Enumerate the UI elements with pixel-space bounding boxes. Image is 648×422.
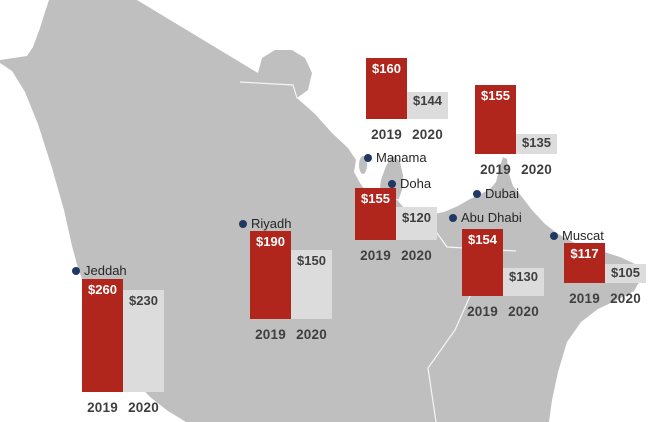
year-labels: 2019 2020	[82, 400, 164, 415]
city-marker-abu-dhabi: Abu Dhabi	[449, 210, 522, 225]
year-labels: 2019 2020	[366, 127, 448, 142]
bar-pair: $155 $135	[475, 85, 557, 154]
bar-2020: $135	[516, 134, 557, 154]
bar-2020: $120	[396, 207, 437, 240]
year-labels: 2019 2020	[355, 248, 437, 263]
bar-pair: $190 $150	[250, 231, 332, 319]
year-labels: 2019 2020	[475, 162, 557, 177]
city-marker-jeddah: Jeddah	[72, 263, 127, 278]
value-2020: $105	[611, 265, 640, 280]
year-labels: 2019 2020	[250, 327, 332, 342]
year-label-2020: 2020	[521, 162, 552, 177]
city-dot-icon	[364, 153, 372, 162]
bar-pair: $155 $120	[355, 188, 437, 240]
value-2019: $160	[372, 61, 401, 76]
city-marker-manama: Manama	[364, 150, 427, 165]
bar-pair: $160 $144	[366, 58, 448, 119]
bar-2019: $117	[564, 243, 605, 283]
city-label: Doha	[400, 176, 432, 191]
year-label-2019: 2019	[569, 291, 600, 306]
city-marker-riyadh: Riyadh	[239, 216, 291, 231]
bar-2019: $154	[462, 229, 503, 296]
city-dot-icon	[550, 231, 558, 240]
year-labels: 2019 2020	[564, 291, 646, 306]
value-2020: $135	[522, 135, 551, 150]
year-label-2020: 2020	[401, 248, 432, 263]
bar-pair: $117 $105	[564, 243, 646, 283]
year-label-2020: 2020	[128, 400, 159, 415]
city-chart-dubai: $155 $135 2019 2020	[475, 85, 557, 177]
value-2019: $190	[256, 234, 285, 249]
bar-2020: $105	[605, 264, 646, 283]
bar-2019: $155	[475, 85, 516, 154]
bar-2019: $155	[355, 188, 396, 240]
city-marker-muscat: Muscat	[550, 228, 604, 243]
year-label-2019: 2019	[87, 400, 118, 415]
value-2019: $117	[570, 246, 599, 261]
city-chart-doha: $155 $120 2019 2020	[355, 188, 437, 263]
year-label-2019: 2019	[255, 327, 286, 342]
bar-2019: $260	[82, 279, 123, 392]
year-label-2019: 2019	[480, 162, 511, 177]
value-2019: $155	[361, 191, 390, 206]
value-2020: $130	[509, 269, 538, 284]
city-label: Muscat	[562, 228, 604, 243]
city-label: Manama	[376, 150, 427, 165]
year-label-2019: 2019	[371, 127, 402, 142]
city-marker-dubai: Dubai	[473, 186, 519, 201]
city-dot-icon	[72, 266, 80, 275]
city-chart-manama: $160 $144 2019 2020	[366, 58, 448, 142]
value-2020: $230	[129, 293, 158, 308]
city-marker-doha: Doha	[388, 176, 431, 191]
value-2019: $155	[481, 88, 510, 103]
bar-2019: $190	[250, 231, 291, 319]
value-2020: $150	[297, 253, 326, 268]
city-label: Riyadh	[251, 216, 292, 231]
city-dot-icon	[449, 213, 457, 222]
city-chart-riyadh: $190 $150 2019 2020	[250, 231, 332, 342]
city-chart-jeddah: $260 $230 2019 2020	[82, 279, 164, 415]
year-label-2019: 2019	[360, 248, 391, 263]
year-label-2020: 2020	[412, 127, 443, 142]
city-dot-icon	[473, 189, 481, 198]
year-label-2019: 2019	[467, 304, 498, 319]
city-label: Jeddah	[84, 263, 127, 278]
year-label-2020: 2020	[296, 327, 327, 342]
year-label-2020: 2020	[610, 291, 641, 306]
year-labels: 2019 2020	[462, 304, 544, 319]
value-2020: $120	[402, 210, 431, 225]
value-2020: $144	[413, 93, 442, 108]
bar-2020: $144	[407, 92, 448, 119]
city-dot-icon	[388, 179, 396, 188]
city-chart-muscat: $117 $105 2019 2020	[564, 243, 646, 306]
bar-pair: $154 $130	[462, 229, 544, 296]
bar-2020: $130	[503, 268, 544, 296]
bar-2020: $150	[291, 250, 332, 319]
value-2019: $154	[468, 232, 497, 247]
bar-2019: $160	[366, 58, 407, 119]
city-dot-icon	[239, 219, 247, 228]
city-label: Dubai	[485, 186, 519, 201]
bar-2020: $230	[123, 290, 164, 392]
city-label: Abu Dhabi	[461, 210, 522, 225]
city-chart-abu-dhabi: $154 $130 2019 2020	[462, 229, 544, 319]
value-2019: $260	[88, 282, 117, 297]
map-border-kuwait	[239, 81, 316, 101]
bar-pair: $260 $230	[82, 279, 164, 392]
year-label-2020: 2020	[508, 304, 539, 319]
